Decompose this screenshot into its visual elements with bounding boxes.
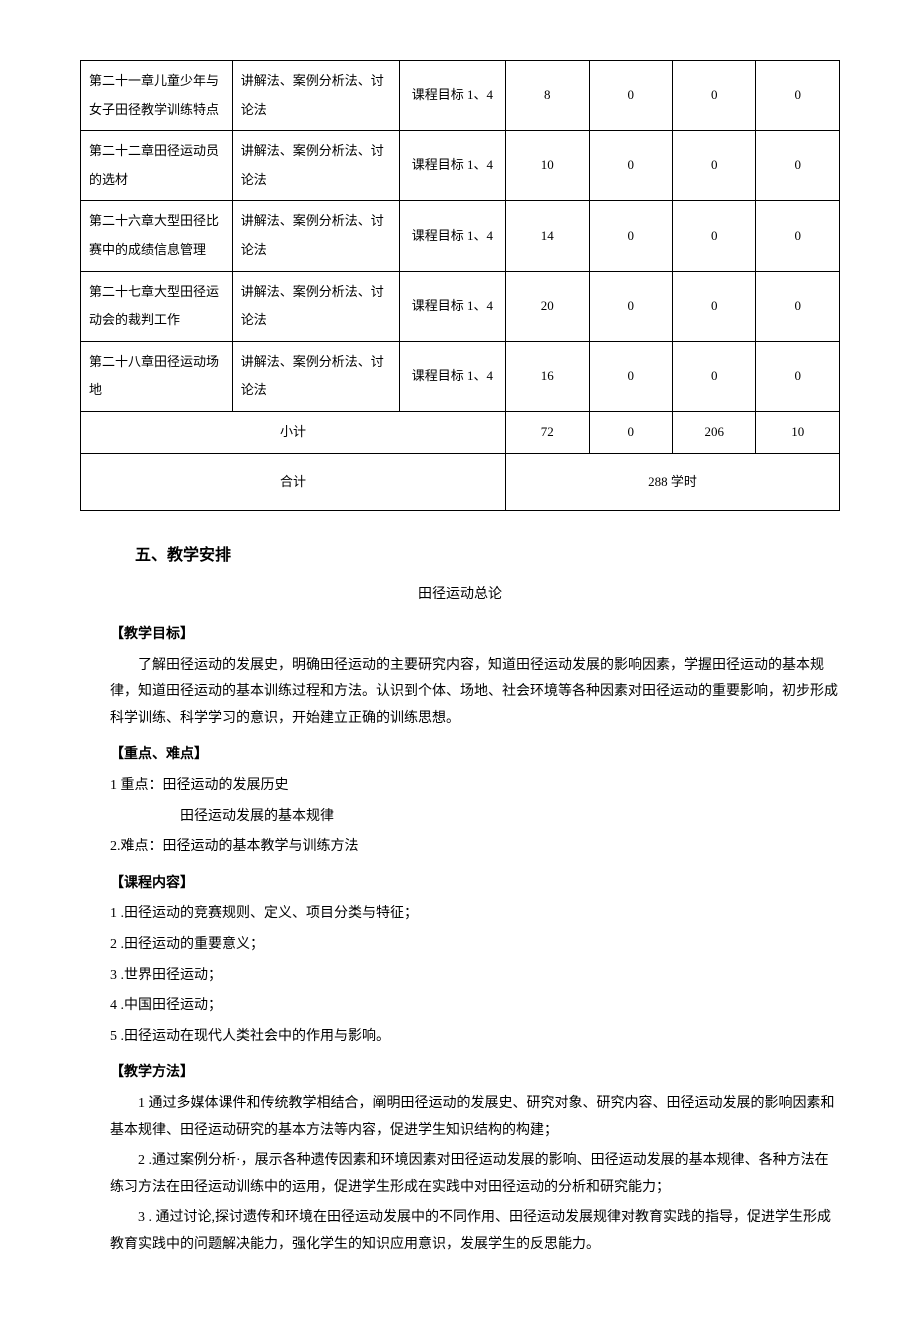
cell-num-c: 0 — [672, 61, 755, 131]
cell-goal: 课程目标 1、4 — [399, 201, 505, 271]
method-item-1: 1 通过多媒体课件和传统教学相结合，阐明田径运动的发展史、研究对象、研究内容、田… — [110, 1091, 840, 1144]
cell-goal: 课程目标 1、4 — [399, 271, 505, 341]
cell-num-c: 0 — [672, 131, 755, 201]
subtotal-label: 小计 — [81, 411, 506, 453]
cell-num-d: 0 — [756, 341, 840, 411]
objective-label: 【教学目标】 — [110, 622, 840, 649]
cell-method: 讲解法、案例分析法、讨论法 — [232, 61, 399, 131]
total-label: 合计 — [81, 453, 506, 511]
cell-goal: 课程目标 1、4 — [399, 61, 505, 131]
method-item-3: 3 . 通过讨论,探讨遗传和环境在田径运动发展中的不同作用、田径运动发展规律对教… — [110, 1205, 840, 1258]
section-subtitle: 田径运动总论 — [80, 582, 840, 609]
table-row: 第二十一章儿童少年与女子田径教学训练特点 讲解法、案例分析法、讨论法 课程目标 … — [81, 61, 840, 131]
cell-num-b: 0 — [589, 271, 672, 341]
content-item-5: 5 .田径运动在现代人类社会中的作用与影响。 — [110, 1024, 840, 1051]
cell-chapter: 第二十七章大型田径运动会的裁判工作 — [81, 271, 233, 341]
subtotal-a: 72 — [506, 411, 589, 453]
content-item-4: 4 .中国田径运动； — [110, 993, 840, 1020]
total-row: 合计 288 学时 — [81, 453, 840, 511]
subtotal-d: 10 — [756, 411, 840, 453]
cell-num-a: 20 — [506, 271, 589, 341]
cell-num-c: 0 — [672, 271, 755, 341]
cell-num-b: 0 — [589, 201, 672, 271]
keypoint-1: 1 重点：田径运动的发展历史 — [110, 773, 840, 800]
cell-num-c: 0 — [672, 341, 755, 411]
cell-num-d: 0 — [756, 61, 840, 131]
subtotal-c: 206 — [672, 411, 755, 453]
cell-num-d: 0 — [756, 201, 840, 271]
table-row: 第二十七章大型田径运动会的裁判工作 讲解法、案例分析法、讨论法 课程目标 1、4… — [81, 271, 840, 341]
keypoint-1b: 田径运动发展的基本规律 — [110, 804, 840, 831]
table-row: 第二十八章田径运动场地 讲解法、案例分析法、讨论法 课程目标 1、4 16 0 … — [81, 341, 840, 411]
subtotal-b: 0 — [589, 411, 672, 453]
objective-text: 了解田径运动的发展史，明确田径运动的主要研究内容，知道田径运动发展的影响因素，学… — [110, 653, 840, 733]
keypoints-label: 【重点、难点】 — [110, 742, 840, 769]
content-item-3: 3 .世界田径运动； — [110, 963, 840, 990]
cell-num-a: 10 — [506, 131, 589, 201]
table-row: 第二十二章田径运动员的选材 讲解法、案例分析法、讨论法 课程目标 1、4 10 … — [81, 131, 840, 201]
keypoint-2: 2.难点：田径运动的基本教学与训练方法 — [110, 834, 840, 861]
cell-method: 讲解法、案例分析法、讨论法 — [232, 131, 399, 201]
cell-method: 讲解法、案例分析法、讨论法 — [232, 341, 399, 411]
content-item-1: 1 .田径运动的竞赛规则、定义、项目分类与特征； — [110, 901, 840, 928]
cell-method: 讲解法、案例分析法、讨论法 — [232, 201, 399, 271]
cell-goal: 课程目标 1、4 — [399, 131, 505, 201]
table-row: 第二十六章大型田径比赛中的成绩信息管理 讲解法、案例分析法、讨论法 课程目标 1… — [81, 201, 840, 271]
content-item-2: 2 .田径运动的重要意义； — [110, 932, 840, 959]
cell-chapter: 第二十二章田径运动员的选材 — [81, 131, 233, 201]
section-heading: 五、教学安排 — [135, 541, 840, 571]
cell-chapter: 第二十一章儿童少年与女子田径教学训练特点 — [81, 61, 233, 131]
cell-num-a: 8 — [506, 61, 589, 131]
cell-num-b: 0 — [589, 131, 672, 201]
method-item-2: 2 .通过案例分析·，展示各种遗传因素和环境因素对田径运动发展的影响、田径运动发… — [110, 1148, 840, 1201]
cell-num-a: 16 — [506, 341, 589, 411]
cell-num-d: 0 — [756, 131, 840, 201]
cell-num-a: 14 — [506, 201, 589, 271]
cell-method: 讲解法、案例分析法、讨论法 — [232, 271, 399, 341]
subtotal-row: 小计 72 0 206 10 — [81, 411, 840, 453]
cell-num-c: 0 — [672, 201, 755, 271]
cell-num-d: 0 — [756, 271, 840, 341]
content-label: 【课程内容】 — [110, 871, 840, 898]
cell-goal: 课程目标 1、4 — [399, 341, 505, 411]
hours-table: 第二十一章儿童少年与女子田径教学训练特点 讲解法、案例分析法、讨论法 课程目标 … — [80, 60, 840, 511]
cell-num-b: 0 — [589, 61, 672, 131]
method-label: 【教学方法】 — [110, 1060, 840, 1087]
total-value: 288 学时 — [506, 453, 840, 511]
cell-num-b: 0 — [589, 341, 672, 411]
cell-chapter: 第二十六章大型田径比赛中的成绩信息管理 — [81, 201, 233, 271]
cell-chapter: 第二十八章田径运动场地 — [81, 341, 233, 411]
